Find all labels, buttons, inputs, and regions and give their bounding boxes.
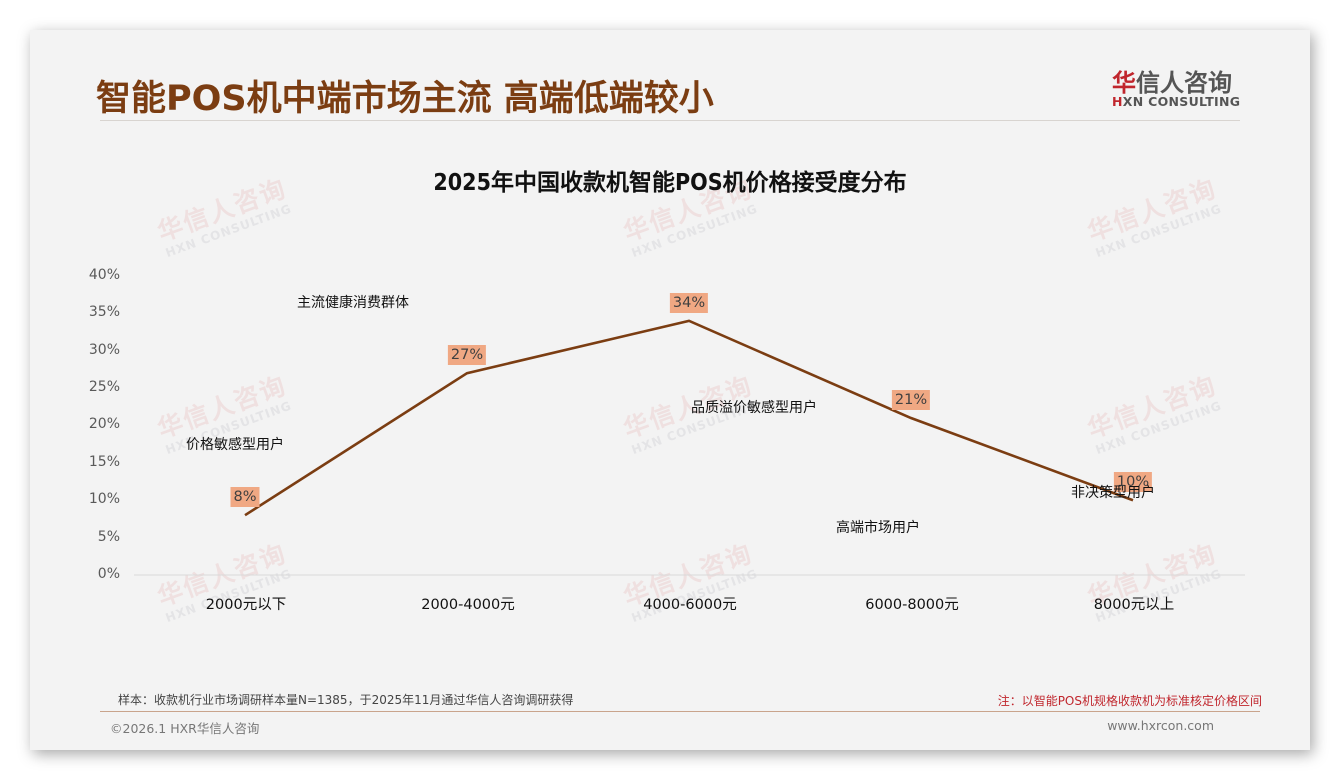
data-label: 10% (1113, 472, 1153, 493)
series-line (244, 319, 1134, 517)
y-tick-label: 0% (97, 566, 120, 582)
y-tick-label: 40% (88, 267, 120, 283)
y-tick-label: 30% (88, 342, 120, 358)
annotation-mainstream: 主流健康消费群体 (297, 295, 409, 311)
brand-logo-english: HXN CONSULTING (1112, 94, 1241, 109)
price-range-note: 注：以智能POS机规格收款机为标准核定价格区间 (997, 694, 1262, 708)
source-note: 样本：收款机行业市场调研样本量N=1385，于2025年11月通过华信人咨询调研… (118, 693, 574, 707)
x-tick-label: 8000元以上 (1093, 597, 1175, 613)
y-tick-label: 35% (88, 304, 120, 320)
title-divider (100, 120, 1240, 121)
data-label: 34% (669, 292, 709, 313)
x-tick-label: 6000-8000元 (865, 597, 959, 613)
data-label: 21% (891, 390, 931, 411)
x-tick-label: 4000-6000元 (643, 597, 737, 613)
data-label: 8% (230, 487, 260, 508)
annotation-high-end: 高端市场用户 (836, 520, 920, 536)
annotation-quality-premium: 品质溢价敏感型用户 (691, 400, 817, 416)
line-plot (134, 319, 1245, 576)
y-tick-label: 20% (88, 416, 120, 432)
slide: 华信人咨询 HXN CONSULTING 华信人咨询 HXN CONSULTIN… (30, 30, 1310, 750)
data-label: 27% (447, 345, 487, 366)
x-tick-label: 2000元以下 (205, 597, 287, 613)
footer-divider (100, 711, 1260, 712)
annotation-non-decision: 非决策型用户 (1071, 485, 1155, 501)
brand-logo: 华信人咨询 (1112, 69, 1232, 97)
y-tick-label: 5% (97, 529, 120, 545)
chart-title: 2025年中国收款机智能POS机价格接受度分布 (433, 170, 907, 196)
y-tick-label: 15% (88, 454, 120, 470)
copyright: ©2026.1 HXR华信人咨询 (110, 721, 260, 736)
page-title: 智能POS机中端市场主流 高端低端较小 (96, 79, 714, 119)
y-tick-label: 25% (88, 379, 120, 395)
annotation-price-sensitive: 价格敏感型用户 (186, 437, 284, 453)
x-tick-label: 2000-4000元 (421, 597, 515, 613)
y-tick-label: 10% (88, 491, 120, 507)
website-link[interactable]: www.hxrcon.com (1107, 718, 1214, 733)
